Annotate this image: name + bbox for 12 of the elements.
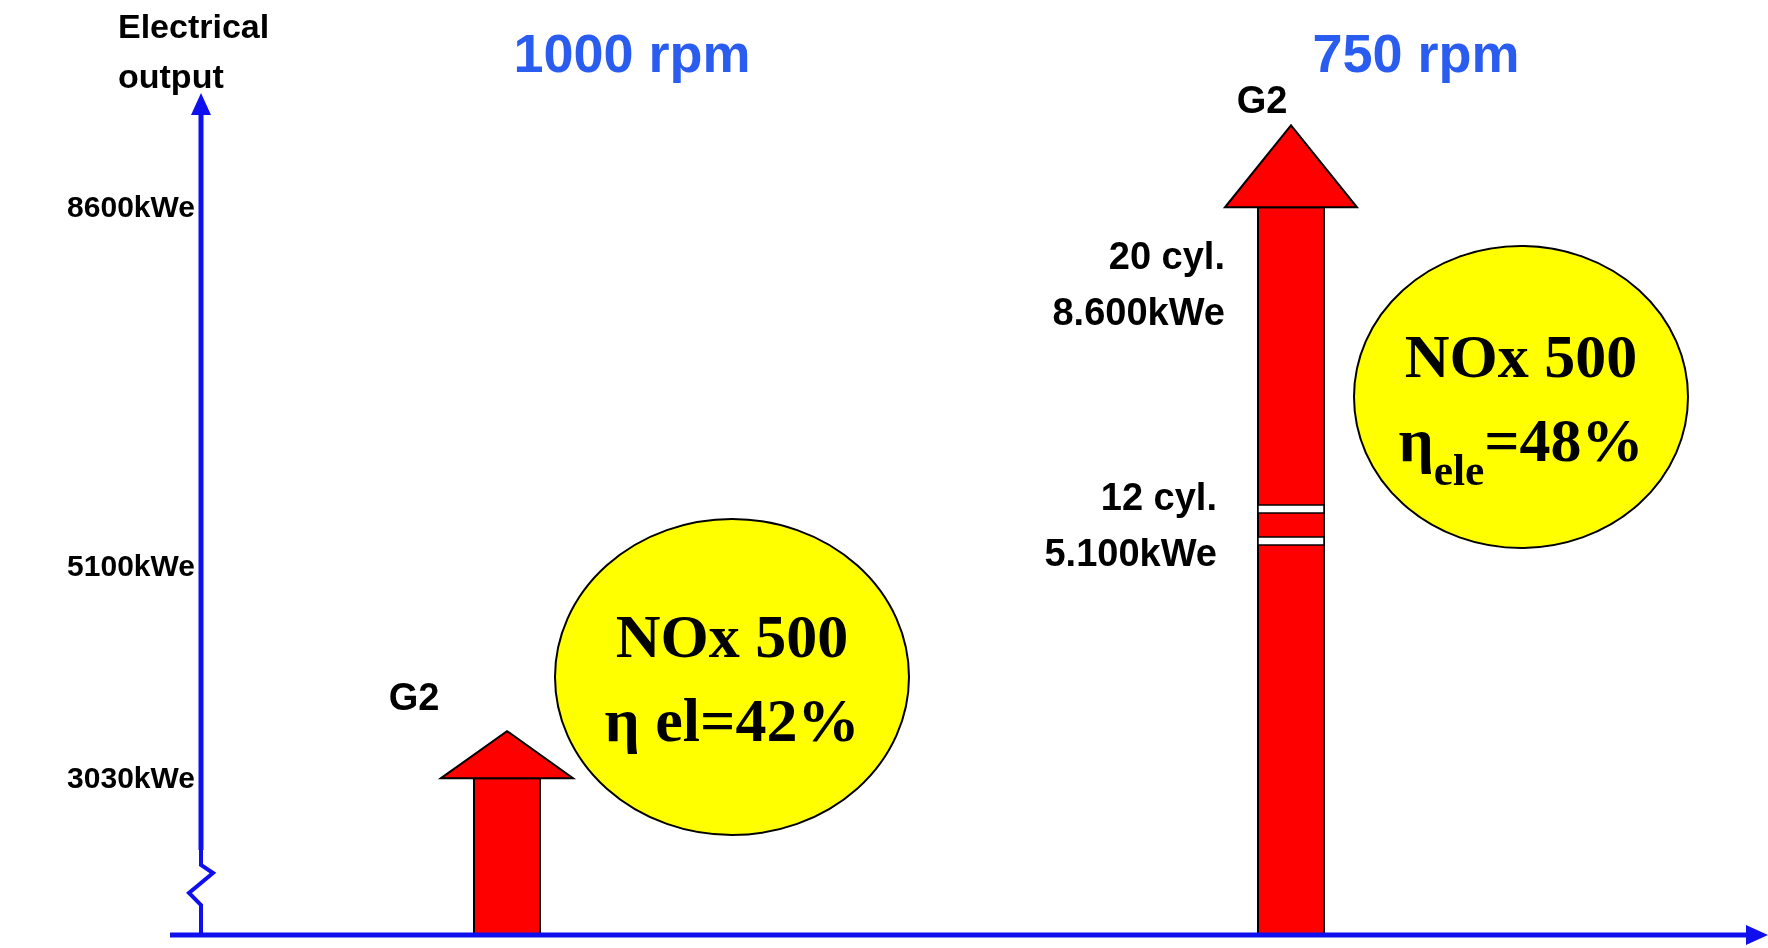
y-axis-title: Electrical output: [118, 7, 270, 95]
y-tick-label: 3030kWe: [67, 761, 195, 795]
annotation: 20 cyl. 8.600kWe: [1052, 235, 1225, 334]
x-tick-label: 750 rpm: [1312, 23, 1520, 83]
y-tick-label: 5100kWe: [67, 549, 195, 583]
annotation: 12 cyl. 5.100kWe: [1044, 476, 1217, 575]
annotation: G2: [1236, 79, 1288, 122]
annotation: G2: [388, 676, 440, 719]
x-tick-label: 1000 rpm: [513, 23, 751, 83]
annotation: NOx 500 η el=42%: [604, 601, 860, 754]
annotation: NOx 500 η$_{ele}$=48%: [1398, 321, 1644, 494]
y-tick-label: 8600kWe: [67, 190, 195, 224]
